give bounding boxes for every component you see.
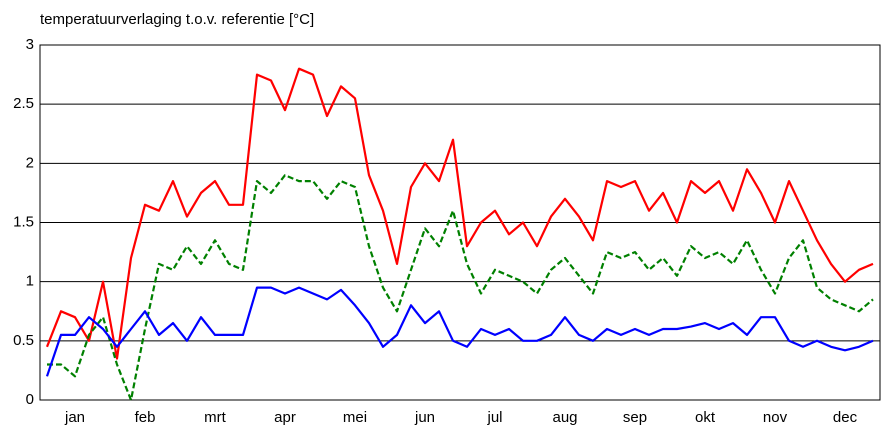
y-tick-label: 0 (26, 391, 34, 408)
x-tick-label: feb (135, 409, 156, 426)
x-tick-label: mei (343, 409, 367, 426)
y-tick-label: 3 (26, 36, 34, 53)
chart-title: temperatuurverlaging t.o.v. referentie [… (40, 11, 314, 28)
series-line (45, 67, 874, 360)
x-tick-label: mrt (204, 409, 226, 426)
x-tick-label: dec (833, 409, 858, 426)
x-tick-label: jul (486, 409, 502, 426)
x-tick-label: okt (695, 409, 716, 426)
x-tick-label: sep (623, 409, 647, 426)
y-tick-label: 2 (26, 154, 34, 171)
y-tick-label: 0.5 (13, 332, 34, 349)
x-tick-label: apr (274, 409, 296, 426)
y-tick-label: 1 (26, 273, 34, 290)
x-tick-label: nov (763, 409, 788, 426)
x-tick-label: jan (64, 409, 85, 426)
series-line (47, 174, 874, 402)
series-line (45, 286, 874, 377)
x-tick-label: jun (414, 409, 435, 426)
y-tick-label: 2.5 (13, 95, 34, 112)
y-tick-label: 1.5 (13, 213, 34, 230)
x-tick-label: aug (552, 409, 577, 426)
